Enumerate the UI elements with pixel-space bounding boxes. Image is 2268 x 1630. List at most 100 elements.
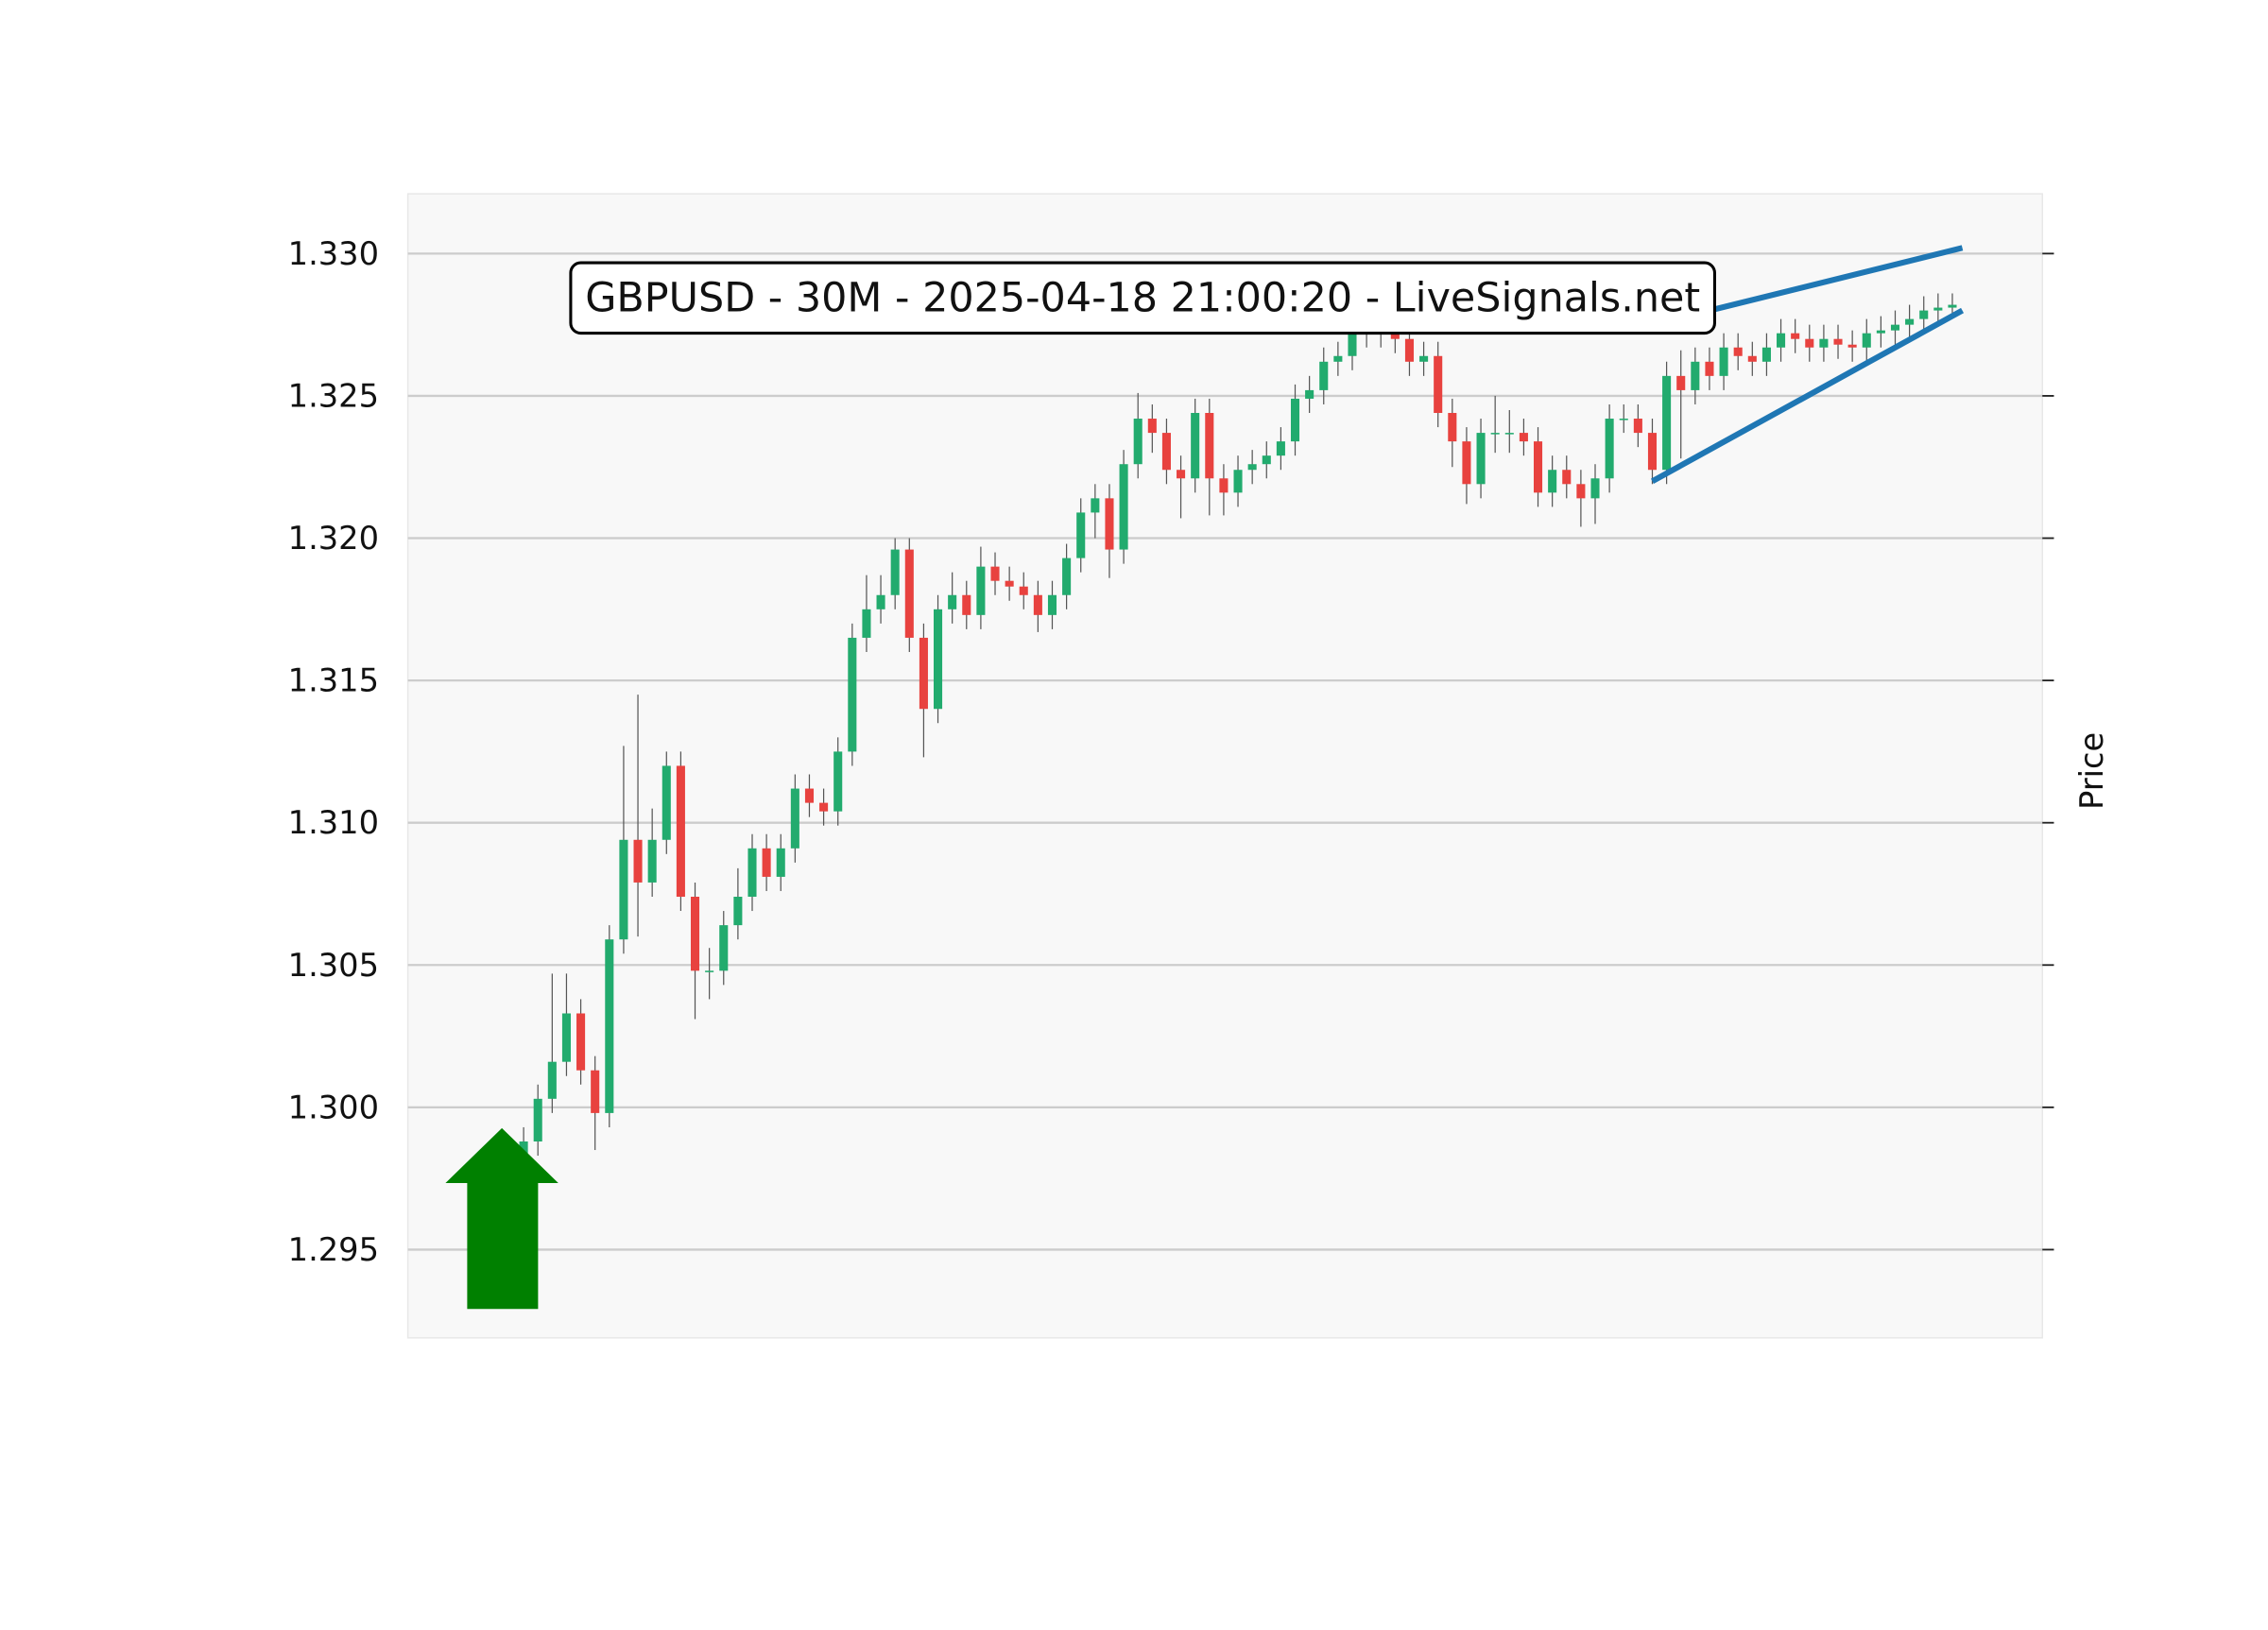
candle-body — [1733, 347, 1743, 356]
candle-body — [1105, 498, 1114, 550]
candle-body — [1548, 470, 1557, 493]
candle-body — [962, 594, 971, 615]
y-tick-label: 1.300 — [288, 1089, 379, 1125]
candle-body — [848, 637, 857, 752]
candle-body — [1890, 324, 1900, 331]
candle-body — [1219, 478, 1228, 493]
candle-body — [1404, 338, 1414, 362]
candle-body — [1619, 419, 1628, 420]
chart-title: GBPUSD - 30M - 2025-04-18 21:00:20 - Liv… — [585, 274, 1700, 321]
candle-body — [1833, 338, 1843, 345]
candle-body — [719, 925, 729, 971]
candle-body — [1719, 347, 1728, 376]
candle-body — [561, 1013, 571, 1062]
candle-body — [1191, 413, 1200, 479]
candle-body — [1490, 433, 1500, 435]
candle-body — [1805, 338, 1814, 348]
candle-body — [1647, 433, 1658, 471]
candle-body — [662, 765, 671, 840]
candle-body — [1348, 333, 1357, 356]
y-tick-label: 1.295 — [288, 1231, 379, 1268]
candle-body — [948, 594, 957, 609]
candle-body — [576, 1013, 586, 1071]
y-tick-label: 1.325 — [288, 377, 379, 414]
candle-body — [1876, 330, 1885, 334]
candle-body — [1847, 344, 1857, 348]
candle-body — [1605, 419, 1614, 479]
candle-body — [1933, 307, 1943, 311]
candle-body — [833, 751, 843, 812]
candle-body — [1147, 419, 1157, 434]
candle-body — [1533, 441, 1543, 493]
candle-body — [1319, 361, 1329, 390]
candle-body — [1133, 419, 1143, 465]
candles — [519, 293, 1957, 1171]
candle-body — [1504, 433, 1514, 435]
candle-body — [1576, 484, 1586, 499]
candle-body — [1076, 512, 1086, 558]
candle-body — [1019, 586, 1028, 595]
y-tick-label: 1.320 — [288, 520, 379, 557]
candle-body — [1819, 338, 1829, 348]
candle-body — [904, 549, 914, 638]
buy-signal-arrow — [445, 1127, 558, 1310]
candle-body — [1905, 318, 1915, 325]
candle-body — [976, 566, 986, 615]
candle-body — [762, 848, 771, 877]
candle-body — [591, 1070, 600, 1113]
candle-body — [819, 802, 829, 812]
candle-body — [1390, 333, 1400, 339]
candle-body — [1948, 304, 1957, 308]
candle-body — [1562, 470, 1572, 485]
y-axis: 1.295 1.300 1.305 1.310 1.315 1.320 1.325 1.330 — [288, 235, 2054, 1268]
candle-body — [862, 609, 871, 638]
candle-body — [690, 896, 700, 971]
y-axis-label: Price — [2073, 732, 2110, 810]
candle-body — [547, 1061, 557, 1099]
candle-body — [934, 609, 943, 710]
candle-body — [876, 594, 885, 609]
candle-body — [790, 788, 799, 849]
candle-body — [747, 848, 757, 897]
y-tick-label: 1.330 — [288, 235, 379, 272]
candle-body — [1777, 333, 1786, 348]
candle-body — [1047, 594, 1057, 615]
candle-body — [1419, 355, 1429, 362]
candle-body — [804, 788, 815, 803]
candle-body — [1691, 361, 1700, 390]
candle-body — [1434, 355, 1443, 414]
candle-body — [1633, 419, 1642, 434]
candle-body — [1519, 433, 1528, 442]
candle-body — [1276, 441, 1285, 456]
candle-body — [1033, 594, 1042, 615]
candle-body — [1205, 413, 1214, 479]
candle-body — [1161, 433, 1171, 471]
candle-body — [1761, 347, 1771, 362]
title-box — [569, 261, 1716, 335]
candle-body — [1247, 464, 1257, 471]
candle-body — [1233, 470, 1243, 493]
plot-area — [406, 193, 2043, 1339]
candle-body — [1177, 470, 1186, 479]
candle-body — [1262, 455, 1271, 465]
candle-body — [1676, 375, 1686, 390]
trendline — [1651, 307, 1965, 484]
candle-body — [605, 939, 614, 1113]
candle-body — [1290, 398, 1300, 442]
candle-body — [1791, 333, 1800, 339]
candle-body — [1448, 413, 1457, 442]
candle-body — [1662, 375, 1672, 471]
candle-body — [1862, 333, 1871, 348]
candle-body — [890, 549, 900, 595]
candle-body — [1462, 441, 1471, 485]
candle-body — [519, 1141, 528, 1157]
candle-body — [1091, 498, 1100, 513]
y-tick-label: 1.315 — [288, 662, 379, 699]
candle-body — [1705, 361, 1714, 376]
candle-body — [733, 896, 743, 926]
candle-body — [1590, 478, 1600, 499]
candle-body — [990, 566, 1000, 581]
y-tick-label: 1.305 — [288, 947, 379, 984]
candle-body — [1062, 558, 1072, 595]
